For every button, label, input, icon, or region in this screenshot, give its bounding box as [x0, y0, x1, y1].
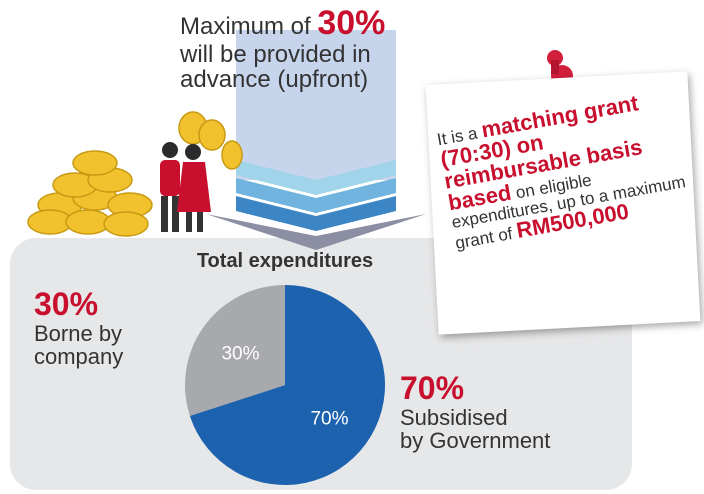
upfront-line: will be provided in — [180, 40, 371, 68]
upfront-lead: Maximum of — [180, 13, 311, 40]
chevron — [236, 178, 396, 213]
upfront-highlight: 30% — [317, 4, 386, 42]
callout-line: Borne by — [34, 320, 123, 346]
pie-slice — [189, 285, 385, 485]
column — [236, 30, 396, 180]
chart-title: Total expenditures — [197, 250, 373, 272]
callout: 30% Borne by company — [34, 286, 124, 369]
note-card: It is a matching grant (70:30) on reimbu… — [425, 71, 701, 335]
callout: 70% Subsidised by Government — [400, 370, 551, 453]
upfront-lines: will be provided in advance (upfront) — [180, 40, 385, 93]
callout-percent: 70% — [400, 370, 465, 406]
callout-line: Subsidised — [400, 404, 508, 430]
arrow — [206, 214, 426, 250]
note-text: It is a matching grant (70:30) on reimbu… — [435, 86, 693, 253]
slice-label: 70% — [310, 408, 348, 429]
pie: 70% 30% — [185, 285, 385, 485]
upfront-text: Maximum of 30% will be provided in advanc… — [180, 4, 386, 93]
chevron — [236, 160, 396, 195]
callout-line: company — [34, 343, 124, 369]
coins — [27, 111, 243, 237]
upfront-line: advance (upfront) — [180, 65, 369, 93]
callout-line: by Government — [400, 427, 551, 453]
chevron — [236, 196, 396, 231]
callout-percent: 30% — [34, 286, 99, 322]
slice-label: 30% — [221, 344, 259, 365]
people — [160, 142, 211, 232]
pie-slice — [185, 285, 285, 416]
